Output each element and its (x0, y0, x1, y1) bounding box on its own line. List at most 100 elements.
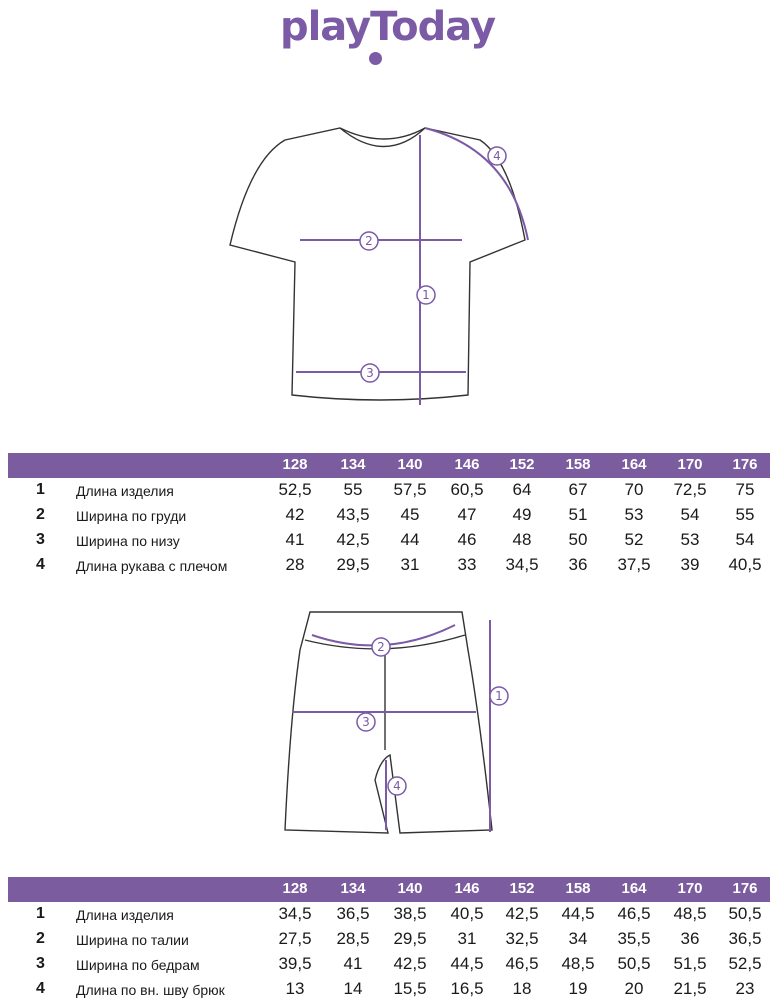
value-cell: 42,5 (393, 954, 427, 973)
size-header-cell: 164 (621, 880, 647, 897)
size-header-cell: 146 (454, 456, 480, 473)
size-header-cell: 134 (340, 456, 366, 473)
marker-2: 2 (359, 231, 379, 251)
value-cell: 19 (568, 979, 588, 998)
value-cell: 36 (680, 929, 700, 948)
value-cell: 35,5 (617, 929, 651, 948)
marker-4: 4 (387, 776, 407, 796)
row-label: Ширина по низу (76, 533, 180, 549)
table-row: 2 Ширина по талии 27,5 28,5 29,5 31 32,5 34 35,5… (8, 927, 770, 952)
value-cell: 14 (343, 979, 363, 998)
value-cell: 50,5 (728, 904, 762, 923)
value-cell: 37,5 (617, 555, 651, 574)
svg-text:4: 4 (393, 779, 401, 793)
size-header-cell: 170 (677, 456, 703, 473)
value-cell: 13 (285, 979, 305, 998)
value-cell: 34,5 (278, 904, 312, 923)
value-cell: 50,5 (617, 954, 651, 973)
value-cell: 47 (457, 505, 477, 524)
value-cell: 45 (400, 505, 420, 524)
size-header-cell: 152 (509, 880, 535, 897)
value-cell: 43,5 (336, 505, 370, 524)
value-cell: 21,5 (673, 979, 707, 998)
measure-line-4 (424, 127, 529, 241)
value-cell: 64 (512, 480, 532, 499)
shorts-outline (284, 611, 493, 834)
logo-dot (369, 52, 382, 65)
value-cell: 75 (735, 480, 755, 499)
size-header-row: 128 134 140 146 152 158 164 170 176 (8, 877, 770, 902)
table-row: 2 Ширина по груди 42 43,5 45 47 49 51 53 54 55 (8, 503, 770, 528)
row-label: Длина изделия (76, 907, 174, 923)
value-cell: 28 (285, 555, 305, 574)
value-cell: 49 (512, 505, 532, 524)
value-cell: 50 (568, 530, 588, 549)
value-cell: 51,5 (673, 954, 707, 973)
value-cell: 53 (624, 505, 644, 524)
value-cell: 48,5 (561, 954, 595, 973)
value-cell: 41 (343, 954, 363, 973)
value-cell: 44 (400, 530, 420, 549)
size-header-cell: 140 (397, 456, 423, 473)
value-cell: 36,5 (728, 929, 762, 948)
size-header-cell: 158 (565, 880, 591, 897)
row-label: Длина изделия (76, 483, 174, 499)
value-cell: 36,5 (336, 904, 370, 923)
marker-3: 3 (360, 363, 380, 383)
value-cell: 39,5 (278, 954, 312, 973)
size-header-cell: 176 (732, 880, 758, 897)
table-row: 1 Длина изделия 34,5 36,5 38,5 40,5 42,5 44,5 46… (8, 902, 770, 927)
value-cell: 70 (624, 480, 644, 499)
marker-1: 1 (489, 686, 509, 706)
value-cell: 23 (735, 979, 755, 998)
value-cell: 53 (680, 530, 700, 549)
value-cell: 18 (512, 979, 532, 998)
value-cell: 27,5 (278, 929, 312, 948)
value-cell: 46,5 (505, 954, 539, 973)
size-header-row: 128 134 140 146 152 158 164 170 176 (8, 453, 770, 478)
value-cell: 32,5 (505, 929, 539, 948)
table-row: 4 Длина рукава с плечом 28 29,5 31 33 34,5 36 37… (8, 553, 770, 578)
svg-text:1: 1 (422, 288, 430, 302)
size-header-cell: 170 (677, 880, 703, 897)
value-cell: 52 (624, 530, 644, 549)
marker-3: 3 (356, 712, 376, 732)
size-header-cell: 128 (282, 456, 308, 473)
value-cell: 52,5 (278, 480, 312, 499)
value-cell: 29,5 (393, 929, 427, 948)
value-cell: 29,5 (336, 555, 370, 574)
tshirt-size-table: 128 134 140 146 152 158 164 170 176 1 Длина издели… (8, 453, 770, 578)
value-cell: 54 (680, 505, 700, 524)
size-header-cell: 176 (732, 456, 758, 473)
value-cell: 52,5 (728, 954, 762, 973)
value-cell: 51 (568, 505, 588, 524)
marker-1: 1 (416, 285, 436, 305)
size-header-cell: 146 (454, 880, 480, 897)
value-cell: 39 (680, 555, 700, 574)
shorts-diagram: 1 2 3 4 (284, 611, 509, 834)
value-cell: 40,5 (450, 904, 484, 923)
value-cell: 42,5 (336, 530, 370, 549)
svg-text:3: 3 (362, 715, 370, 729)
value-cell: 48 (512, 530, 532, 549)
svg-text:3: 3 (366, 366, 374, 380)
svg-text:2: 2 (365, 234, 373, 248)
value-cell: 20 (624, 979, 644, 998)
svg-text:4: 4 (493, 149, 501, 163)
row-number: 4 (36, 980, 45, 997)
value-cell: 42 (285, 505, 305, 524)
value-cell: 31 (457, 929, 477, 948)
size-header-cell: 158 (565, 456, 591, 473)
value-cell: 67 (568, 480, 588, 499)
value-cell: 60,5 (450, 480, 484, 499)
table-row: 3 Ширина по низу 41 42,5 44 46 48 50 52 53 54 (8, 528, 770, 553)
marker-2: 2 (371, 637, 391, 657)
value-cell: 46,5 (617, 904, 651, 923)
value-cell: 72,5 (673, 480, 707, 499)
row-number: 1 (36, 481, 45, 498)
value-cell: 34,5 (505, 555, 539, 574)
value-cell: 34 (568, 929, 588, 948)
size-header-cell: 128 (282, 880, 308, 897)
row-number: 4 (36, 556, 45, 573)
value-cell: 44,5 (561, 904, 595, 923)
